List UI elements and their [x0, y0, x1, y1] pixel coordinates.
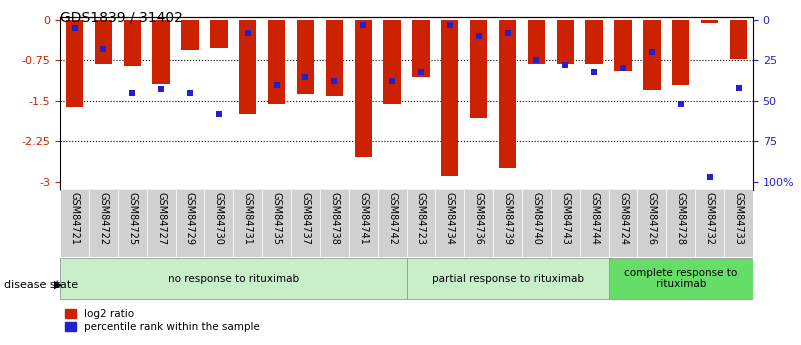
Bar: [609, 258, 753, 299]
Text: no response to rituximab: no response to rituximab: [167, 274, 299, 284]
Bar: [730, 20, 747, 59]
Bar: [118, 190, 147, 257]
Bar: [326, 20, 343, 97]
Bar: [175, 190, 204, 257]
Text: GSM84736: GSM84736: [473, 193, 484, 245]
Bar: [291, 190, 320, 257]
Bar: [348, 190, 377, 257]
Bar: [384, 20, 400, 104]
Bar: [406, 258, 609, 299]
Bar: [60, 258, 406, 299]
Text: disease state: disease state: [4, 280, 78, 289]
Bar: [557, 20, 574, 64]
Text: GSM84743: GSM84743: [560, 193, 570, 245]
Bar: [147, 190, 175, 257]
Text: GSM84723: GSM84723: [416, 193, 426, 245]
Text: GSM84731: GSM84731: [243, 193, 253, 245]
Bar: [239, 20, 256, 114]
Bar: [614, 20, 632, 71]
Legend: log2 ratio, percentile rank within the sample: log2 ratio, percentile rank within the s…: [66, 309, 260, 332]
Text: GSM84742: GSM84742: [387, 193, 397, 245]
Text: GSM84722: GSM84722: [99, 193, 108, 246]
Bar: [695, 190, 724, 257]
Bar: [638, 190, 666, 257]
Text: complete response to
rituximab: complete response to rituximab: [624, 268, 738, 289]
Bar: [413, 20, 429, 77]
Text: GSM84740: GSM84740: [531, 193, 541, 245]
Bar: [406, 190, 436, 257]
Text: GSM84734: GSM84734: [445, 193, 455, 245]
Text: GSM84726: GSM84726: [647, 193, 657, 245]
Bar: [123, 20, 141, 66]
Bar: [95, 20, 112, 64]
Text: GSM84724: GSM84724: [618, 193, 628, 245]
Bar: [210, 20, 227, 48]
Bar: [233, 190, 262, 257]
Bar: [551, 190, 580, 257]
Bar: [377, 190, 406, 257]
Bar: [204, 190, 233, 257]
Bar: [609, 190, 638, 257]
Text: GDS1839 / 31402: GDS1839 / 31402: [60, 10, 183, 24]
Bar: [262, 190, 291, 257]
Text: GSM84725: GSM84725: [127, 193, 137, 246]
Bar: [499, 20, 516, 168]
Text: GSM84744: GSM84744: [590, 193, 599, 245]
Text: GSM84732: GSM84732: [705, 193, 714, 245]
Bar: [181, 20, 199, 50]
Text: GSM84729: GSM84729: [185, 193, 195, 245]
Text: GSM84727: GSM84727: [156, 193, 166, 246]
Bar: [701, 20, 718, 23]
Bar: [493, 190, 522, 257]
Text: ▶: ▶: [54, 280, 63, 289]
Bar: [666, 190, 695, 257]
Text: GSM84738: GSM84738: [329, 193, 340, 245]
Bar: [465, 190, 493, 257]
Bar: [297, 20, 314, 94]
Bar: [724, 190, 753, 257]
Bar: [66, 20, 83, 107]
Bar: [60, 190, 89, 257]
Bar: [580, 190, 609, 257]
Text: GSM84730: GSM84730: [214, 193, 223, 245]
Bar: [643, 20, 661, 90]
Bar: [89, 190, 118, 257]
Bar: [268, 20, 285, 104]
Bar: [522, 190, 551, 257]
Bar: [586, 20, 603, 64]
Bar: [355, 20, 372, 157]
Text: GSM84741: GSM84741: [358, 193, 368, 245]
Bar: [320, 190, 348, 257]
Text: GSM84728: GSM84728: [676, 193, 686, 245]
Text: GSM84737: GSM84737: [300, 193, 311, 245]
Text: partial response to rituximab: partial response to rituximab: [432, 274, 584, 284]
Bar: [152, 20, 170, 83]
Bar: [470, 20, 487, 118]
Text: GSM84739: GSM84739: [502, 193, 513, 245]
Bar: [441, 20, 458, 176]
Bar: [528, 20, 545, 64]
Text: GSM84735: GSM84735: [272, 193, 282, 245]
Bar: [672, 20, 690, 85]
Text: GSM84733: GSM84733: [734, 193, 743, 245]
Text: GSM84721: GSM84721: [70, 193, 79, 245]
Bar: [436, 190, 465, 257]
